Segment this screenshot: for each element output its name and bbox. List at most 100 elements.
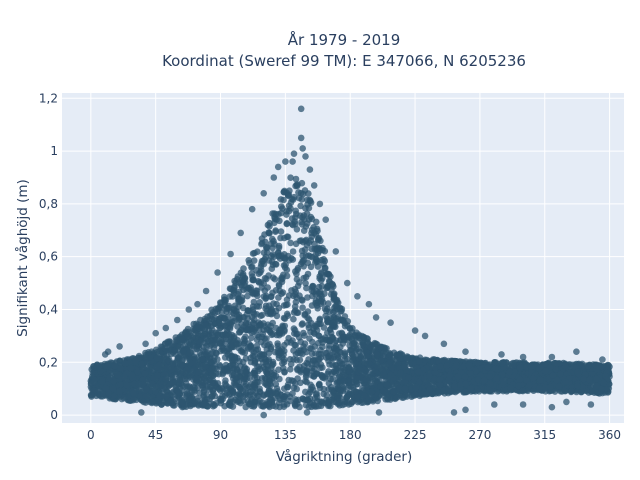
data-point	[549, 372, 557, 379]
data-point	[286, 257, 293, 264]
data-point	[244, 292, 251, 300]
data-point	[396, 384, 403, 392]
data-point	[225, 331, 233, 338]
data-point	[248, 289, 255, 296]
data-point	[509, 362, 516, 370]
data-point	[239, 270, 247, 278]
data-point	[297, 368, 305, 376]
data-point	[270, 300, 277, 307]
data-point	[308, 302, 316, 309]
data-point	[307, 263, 315, 271]
data-point	[297, 202, 304, 210]
data-point	[579, 383, 586, 391]
data-point	[263, 292, 270, 300]
data-point	[435, 389, 442, 396]
data-point	[167, 373, 175, 381]
data-point	[555, 383, 563, 390]
data-point	[316, 380, 323, 388]
data-point	[248, 264, 255, 271]
data-point	[299, 252, 307, 259]
data-points	[87, 105, 613, 419]
data-point	[400, 394, 407, 401]
data-point	[401, 363, 409, 371]
data-point	[408, 393, 415, 401]
data-point	[579, 360, 586, 368]
data-point	[138, 360, 145, 368]
data-point	[134, 368, 141, 376]
data-point	[301, 340, 309, 348]
data-point	[393, 394, 401, 401]
data-point	[587, 388, 595, 396]
chart-title-line1: År 1979 - 2019	[288, 30, 401, 49]
data-point	[584, 362, 592, 370]
data-point	[274, 340, 281, 347]
data-point	[334, 400, 342, 408]
data-point	[380, 349, 388, 357]
data-point	[330, 283, 337, 290]
data-point	[349, 398, 356, 406]
data-point	[325, 380, 333, 387]
data-point	[331, 348, 339, 355]
data-point	[325, 368, 332, 375]
data-point	[349, 357, 356, 364]
data-point	[352, 388, 360, 396]
data-point	[261, 255, 269, 263]
data-point	[242, 320, 249, 328]
data-point	[250, 392, 258, 399]
data-point	[195, 368, 203, 376]
data-point	[275, 281, 283, 288]
data-point	[268, 293, 275, 300]
data-point	[262, 302, 270, 310]
data-point	[156, 392, 163, 400]
data-point	[253, 336, 261, 344]
data-point	[403, 354, 410, 362]
data-point	[287, 366, 294, 373]
data-point	[308, 345, 315, 352]
data-point	[312, 350, 319, 357]
data-point	[344, 318, 352, 325]
data-point	[238, 326, 246, 334]
data-point	[316, 356, 323, 363]
data-point	[182, 380, 190, 387]
data-point	[325, 398, 333, 406]
data-point	[211, 341, 219, 349]
data-point	[251, 249, 258, 257]
data-point	[269, 210, 276, 217]
data-point	[317, 336, 325, 344]
data-point	[239, 314, 247, 321]
data-point	[289, 248, 297, 255]
data-point	[361, 360, 369, 367]
data-point	[357, 353, 365, 360]
data-point	[354, 374, 361, 381]
data-point	[350, 343, 358, 350]
data-point	[299, 350, 306, 358]
data-point	[265, 356, 273, 363]
data-point	[346, 325, 354, 332]
data-point	[278, 274, 286, 281]
data-point	[194, 322, 202, 330]
data-point	[249, 303, 257, 310]
data-point	[281, 187, 288, 195]
data-point	[244, 307, 252, 314]
data-point	[269, 244, 276, 252]
data-point	[340, 378, 348, 385]
data-point	[216, 340, 224, 347]
data-point	[359, 384, 366, 392]
data-point	[209, 365, 216, 373]
data-point	[355, 335, 362, 342]
data-point	[374, 374, 382, 381]
data-point	[142, 393, 149, 400]
data-point	[322, 349, 329, 357]
data-point	[284, 383, 292, 391]
data-point	[377, 343, 385, 351]
data-point	[343, 393, 350, 401]
data-point	[242, 383, 249, 390]
data-point	[265, 272, 272, 279]
data-point	[300, 274, 307, 282]
data-point	[234, 397, 242, 404]
data-point	[299, 304, 306, 312]
data-point	[251, 371, 259, 379]
data-point	[360, 399, 367, 406]
data-point	[290, 347, 297, 354]
data-point	[301, 332, 308, 339]
